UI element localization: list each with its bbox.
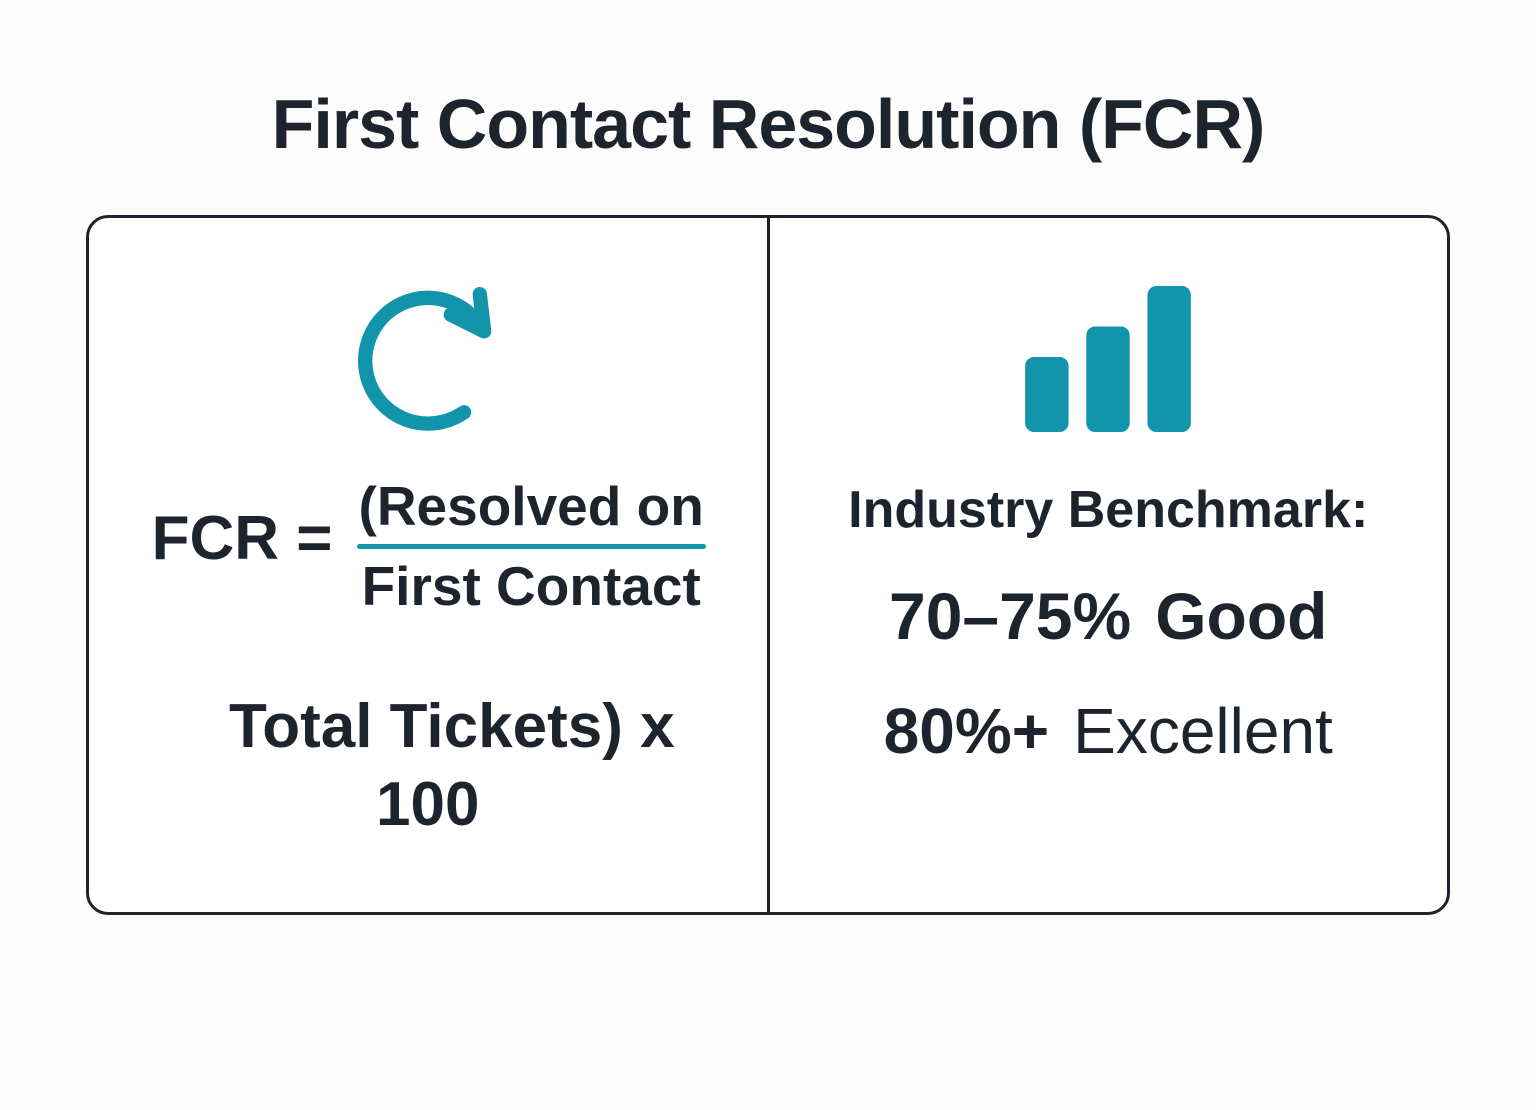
benchmark-excellent-label: Excellent [1073, 695, 1333, 767]
benchmark-row-good: 70–75% Good [889, 578, 1328, 654]
fcr-infographic: First Contact Resolution (FCR) FCR = (Re… [0, 86, 1536, 915]
content-card: FCR = (Resolved on First Contact Total T… [86, 215, 1450, 915]
fcr-formula: FCR = (Resolved on First Contact [151, 475, 706, 617]
formula-lhs: FCR = [151, 503, 333, 573]
page-title: First Contact Resolution (FCR) [271, 85, 1266, 163]
benchmark-panel: Industry Benchmark: 70–75% Good 80%+ Exc… [770, 218, 1448, 912]
fraction-line [356, 543, 706, 549]
benchmark-good-label: Good [1155, 579, 1328, 653]
fraction-denominator: First Contact [361, 554, 701, 617]
formula-fraction: (Resolved on First Contact [356, 475, 706, 617]
bar-chart-icon [1025, 286, 1192, 432]
fraction-numerator: (Resolved on [358, 475, 704, 537]
refresh-icon [346, 276, 510, 440]
formula-panel: FCR = (Resolved on First Contact Total T… [89, 218, 770, 912]
benchmark-row-excellent: 80%+ Excellent [884, 694, 1333, 768]
benchmark-good-value: 70–75% [888, 579, 1132, 653]
benchmark-heading: Industry Benchmark: [848, 481, 1369, 539]
formula-tail-line1: Total Tickets) x [228, 692, 675, 761]
benchmark-excellent-value: 80%+ [883, 695, 1050, 767]
formula-tail-line2: 100 [376, 770, 480, 840]
formula-tail: Total Tickets) x 100 [205, 688, 675, 844]
